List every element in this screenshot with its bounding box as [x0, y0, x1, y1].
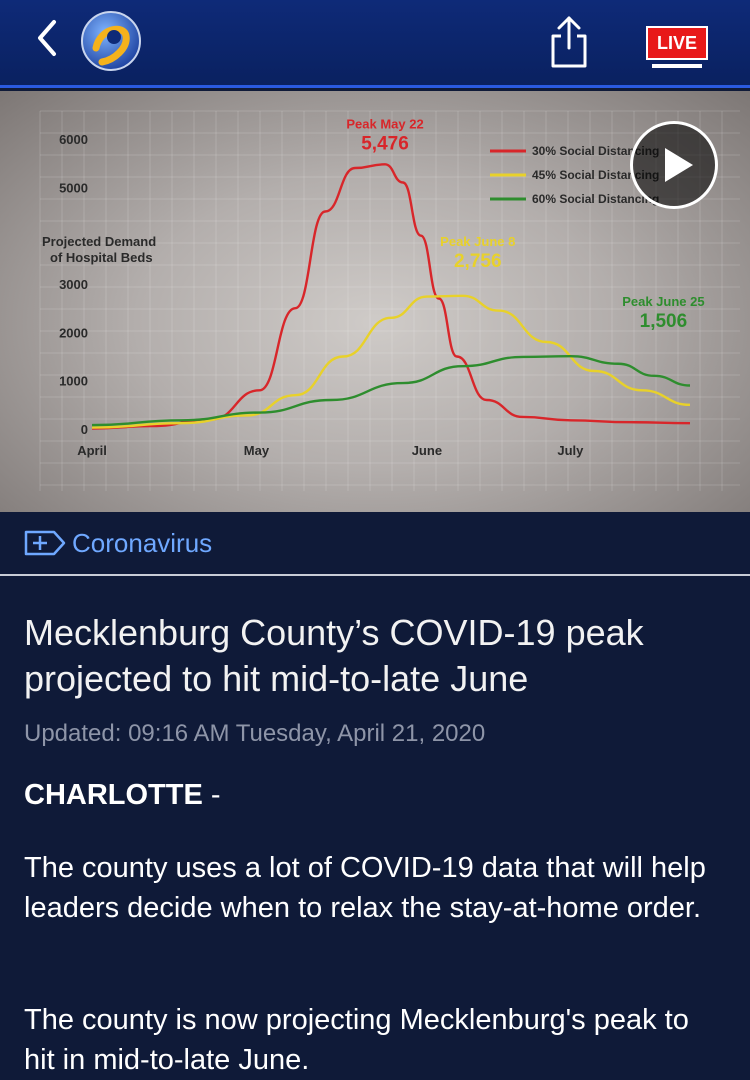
x-tick-label: July [557, 443, 584, 458]
peak-value: 1,506 [640, 311, 688, 332]
peak-value: 2,756 [454, 251, 502, 272]
peak-value: 5,476 [361, 133, 409, 154]
dateline-separator: - [202, 779, 221, 811]
share-button[interactable] [544, 14, 594, 72]
play-icon [665, 148, 693, 182]
x-tick-label: April [77, 443, 107, 458]
legend-entry: 45% Social Distancing [532, 168, 659, 182]
peak-label: Peak May 22 [346, 116, 423, 131]
chart: 0 1000 2000 3000 5000 6000 Projected Demandof … [39, 110, 740, 491]
y-axis-label: of Hospital Beds [50, 250, 153, 265]
article-paragraph: The county uses a lot of COVID-19 data t… [24, 852, 706, 924]
series-line [91, 355, 691, 427]
article-dateline: CHARLOTTE - [24, 776, 724, 814]
legend-entry: 30% Social Distancing [532, 144, 659, 158]
channel-9-logo-icon[interactable] [80, 10, 142, 72]
y-tick-label: 6000 [59, 132, 88, 147]
peak-label: Peak June 25 [622, 294, 704, 309]
y-tick-label: 3000 [59, 277, 88, 292]
plus-tag-icon[interactable] [24, 530, 66, 556]
x-tick-label: June [412, 443, 442, 458]
play-button[interactable] [630, 121, 718, 209]
y-tick-label: 0 [81, 422, 88, 437]
series-line [91, 163, 691, 430]
y-axis-label: Projected Demand [42, 234, 156, 249]
peak-label: Peak June 8 [440, 234, 515, 249]
y-tick-label: 2000 [59, 325, 88, 340]
live-underline [652, 64, 702, 68]
dateline-city: CHARLOTTE [24, 779, 203, 811]
live-badge: LIVE [646, 26, 708, 60]
article-paragraph: The county is now projecting Mecklenburg… [24, 1004, 689, 1076]
back-button[interactable] [30, 18, 70, 58]
y-tick-label: 5000 [59, 180, 88, 195]
article-updated-timestamp: Updated: 09:16 AM Tuesday, April 21, 202… [24, 720, 486, 747]
category-link[interactable]: Coronavirus [72, 528, 213, 558]
top-nav-bar: LIVE [0, 0, 750, 88]
share-icon [551, 16, 587, 68]
live-button[interactable]: LIVE [646, 26, 710, 72]
category-row: Coronavirus [0, 512, 750, 576]
video-thumbnail[interactable]: 0 1000 2000 3000 5000 6000 Projected Demand of … [0, 91, 750, 512]
chevron-left-icon [38, 20, 56, 56]
legend-entry: 60% Social Distancing [532, 192, 659, 206]
y-tick-label: 1000 [59, 374, 88, 389]
x-tick-label: May [244, 443, 270, 458]
series-line [91, 294, 691, 429]
article-headline: Mecklenburg County’s COVID-19 peak proje… [24, 612, 644, 699]
